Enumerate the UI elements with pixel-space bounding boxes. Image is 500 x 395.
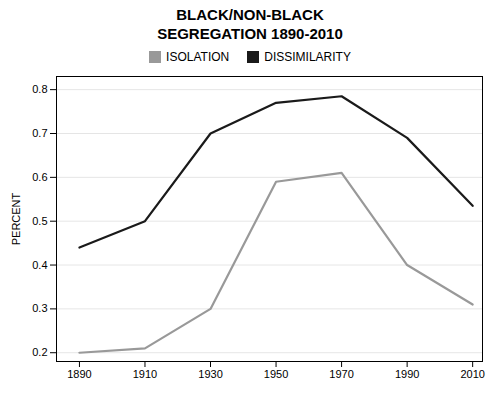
svg-text:0.4: 0.4 (32, 258, 47, 270)
html-text:DISSIMILARITY: DISSIMILARITY (264, 49, 351, 64)
html-text:BLACK/NON-BLACK SEGREGATION 18: BLACK/NON-BLACK SEGREGATION 1890-2010 (157, 6, 343, 42)
html-text:ISOLATION: ISOLATION (166, 49, 230, 64)
svg-text:1970: 1970 (329, 368, 353, 380)
svg-text:0.3: 0.3 (32, 302, 47, 314)
svg-text:PERCENT: PERCENT (10, 192, 22, 245)
svg-text:1930: 1930 (198, 368, 222, 380)
svg-text:1910: 1910 (133, 368, 157, 380)
svg-text:0.8: 0.8 (32, 83, 47, 95)
svg-text:1950: 1950 (264, 368, 288, 380)
svg-text:0.5: 0.5 (32, 214, 47, 226)
svg-text:0.6: 0.6 (32, 170, 47, 182)
svg-text:0.2: 0.2 (32, 346, 47, 358)
svg-text:0.7: 0.7 (32, 127, 47, 139)
svg-text:2010: 2010 (460, 368, 484, 380)
svg-text:1890: 1890 (67, 368, 91, 380)
svg-text:1990: 1990 (395, 368, 419, 380)
